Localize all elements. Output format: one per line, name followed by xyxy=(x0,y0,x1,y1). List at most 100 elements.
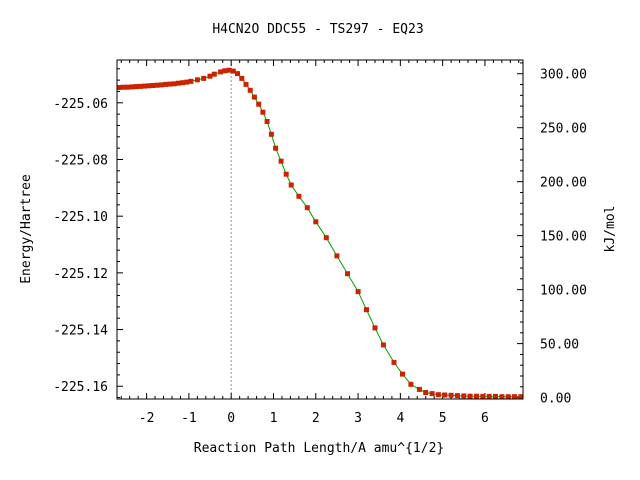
data-point xyxy=(304,205,310,211)
data-point xyxy=(188,78,194,84)
data-point xyxy=(288,182,294,188)
axis-tick-labels: -2 -1 0 1 2 3 4 5 6 -225.06 -225.08 -225.10 -225.12 -… xyxy=(53,68,587,426)
x-tick-label: 2 xyxy=(312,411,320,426)
y-tick-label: -225.06 xyxy=(53,97,108,112)
data-point xyxy=(260,109,266,115)
data-point xyxy=(171,81,177,87)
y2-tick-label: 100.00 xyxy=(540,284,587,299)
y2-tick-label: 0.00 xyxy=(540,392,571,407)
data-point xyxy=(486,393,492,399)
data-point xyxy=(167,81,173,87)
y2-tick-label: 300.00 xyxy=(540,68,587,83)
data-point xyxy=(467,393,473,399)
data-point xyxy=(408,381,414,387)
data-point xyxy=(442,392,448,398)
data-point xyxy=(499,394,505,400)
data-point xyxy=(448,392,454,398)
data-point xyxy=(247,87,253,93)
plot-frame xyxy=(116,59,524,400)
data-point xyxy=(207,73,213,79)
data-point xyxy=(345,271,350,277)
data-point xyxy=(146,83,152,89)
data-point xyxy=(505,394,511,400)
x-tick-label: 1 xyxy=(270,411,278,426)
data-point xyxy=(273,145,279,151)
y-axis-label: Energy/Hartree xyxy=(19,174,34,284)
data-point xyxy=(154,82,160,88)
data-point xyxy=(435,392,441,398)
y-tick-label: -225.16 xyxy=(53,380,108,395)
x-tick-label: 3 xyxy=(354,411,362,426)
data-point xyxy=(372,325,378,331)
y-tick-label: -225.08 xyxy=(53,153,108,168)
x-tick-label: 5 xyxy=(439,411,447,426)
data-point xyxy=(116,85,122,90)
data-point xyxy=(334,253,340,259)
data-point xyxy=(150,83,156,88)
data-point xyxy=(323,235,329,241)
y-tick-label: -225.10 xyxy=(53,210,108,225)
data-point xyxy=(283,171,289,177)
data-point xyxy=(391,359,397,365)
data-point xyxy=(184,79,190,85)
x-tick-label: 4 xyxy=(396,411,404,426)
data-point xyxy=(133,84,139,90)
data-point xyxy=(400,371,405,377)
y2-tick-label: 150.00 xyxy=(540,230,587,245)
x-tick-label: -2 xyxy=(139,411,155,426)
data-point xyxy=(423,390,429,395)
data-point xyxy=(429,391,435,397)
data-point xyxy=(256,101,262,107)
y2-tick-label: 250.00 xyxy=(540,122,587,137)
data-point xyxy=(180,80,186,86)
data-point xyxy=(239,75,245,81)
data-point xyxy=(120,84,126,90)
data-point xyxy=(380,342,386,348)
x-axis-label: Reaction Path Length/A amu^{1/2} xyxy=(194,441,444,456)
data-point xyxy=(218,69,224,75)
data-point xyxy=(461,393,467,399)
data-point xyxy=(125,84,131,90)
data-point xyxy=(175,80,181,86)
data-point xyxy=(194,77,200,83)
y-tick-label: -225.12 xyxy=(53,267,108,282)
data-point xyxy=(454,393,460,399)
data-point xyxy=(142,83,147,89)
data-point xyxy=(416,386,422,392)
y2-tick-label: 200.00 xyxy=(540,176,587,191)
x-tick-label: -1 xyxy=(181,411,197,426)
data-point xyxy=(512,394,517,400)
series-line xyxy=(119,69,521,398)
x-tick-label: 0 xyxy=(227,411,235,426)
data-point xyxy=(313,219,319,225)
data-point xyxy=(278,158,284,164)
y2-tick-label: 50.00 xyxy=(540,338,579,353)
data-point xyxy=(518,394,524,400)
data-point xyxy=(158,82,164,88)
data-point xyxy=(251,94,257,100)
data-point xyxy=(493,393,498,399)
chart-title: H4CN2O DDC55 - TS297 - EQ23 xyxy=(212,22,423,37)
data-point xyxy=(235,71,240,77)
data-point xyxy=(268,131,274,137)
data-point xyxy=(222,68,228,74)
data-point xyxy=(137,83,143,89)
data-point xyxy=(226,67,232,73)
data-point xyxy=(211,71,217,77)
data-point xyxy=(264,119,270,124)
data-point xyxy=(355,289,361,295)
axis-ticks xyxy=(117,60,523,399)
data-point xyxy=(364,307,369,313)
data-point xyxy=(129,84,135,90)
x-tick-label: 6 xyxy=(481,411,489,426)
data-point xyxy=(243,81,249,87)
data-point xyxy=(474,393,479,399)
data-point xyxy=(480,393,486,399)
series-markers xyxy=(116,67,524,400)
data-point xyxy=(201,75,207,81)
y-tick-label: -225.14 xyxy=(53,324,108,339)
data-point xyxy=(230,68,236,74)
data-point xyxy=(296,193,302,199)
y2-axis-label: kJ/mol xyxy=(603,206,618,253)
